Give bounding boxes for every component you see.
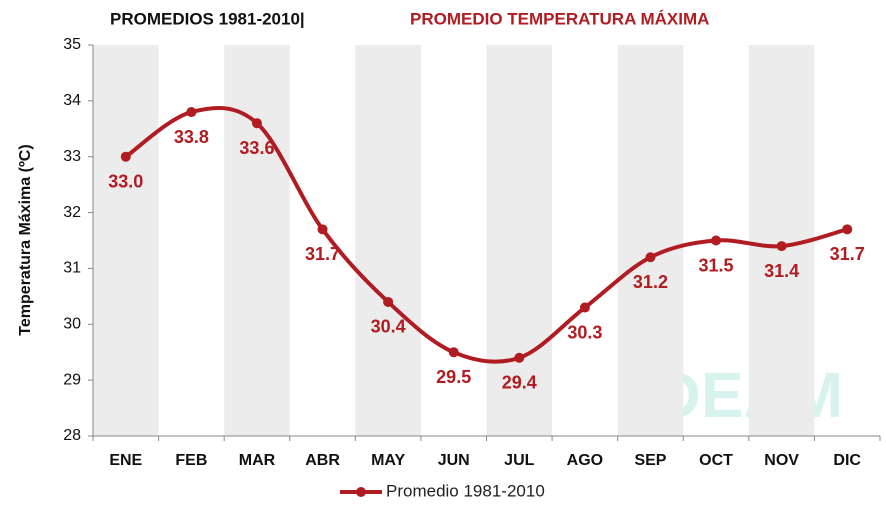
legend-label: Promedio 1981-2010 [386, 481, 545, 500]
column-shade [224, 45, 290, 436]
data-point [186, 107, 197, 118]
data-label: 29.5 [436, 367, 471, 387]
y-tick-label: 30 [63, 316, 81, 333]
x-tick-label: JUN [438, 452, 470, 469]
x-tick-label: MAR [239, 452, 276, 469]
chart-title: PROMEDIOS 1981-2010| [110, 9, 305, 28]
y-tick-label: 28 [63, 427, 81, 444]
data-point [383, 296, 394, 307]
data-point [514, 352, 525, 363]
x-tick-label: NOV [764, 452, 799, 469]
data-label: 30.4 [371, 317, 406, 337]
x-tick-label: SEP [634, 452, 666, 469]
x-tick-label: AGO [567, 452, 603, 469]
data-point [711, 235, 722, 246]
x-tick-label: ABR [305, 452, 340, 469]
data-point [251, 118, 262, 129]
column-shade [355, 45, 421, 436]
data-point [317, 224, 328, 235]
x-tick-label: ENE [109, 452, 142, 469]
y-tick-label: 34 [63, 92, 81, 109]
data-label: 31.7 [830, 244, 865, 264]
x-tick-label: FEB [175, 452, 207, 469]
y-tick-label: 31 [63, 260, 81, 277]
data-point [579, 302, 590, 313]
data-point [645, 252, 656, 263]
data-label: 31.5 [699, 255, 734, 275]
y-tick-label: 29 [63, 371, 81, 388]
data-label: 33.8 [174, 127, 209, 147]
y-axis-label: Temperatura Máxima (ºC) [17, 144, 34, 335]
x-tick-label: OCT [699, 452, 733, 469]
y-tick-label: 32 [63, 204, 81, 221]
data-label: 31.4 [764, 261, 799, 281]
data-label: 31.2 [633, 272, 668, 292]
data-label: 30.3 [567, 322, 602, 342]
x-tick-label: MAY [371, 452, 405, 469]
data-point [448, 347, 459, 358]
column-shade [486, 45, 553, 436]
data-label: 31.7 [305, 244, 340, 264]
column-shade [93, 45, 159, 436]
data-label: 33.6 [239, 138, 274, 158]
chart-subtitle: PROMEDIO TEMPERATURA MÁXIMA [410, 9, 709, 28]
legend-marker [356, 487, 366, 497]
data-label: 29.4 [502, 373, 537, 393]
data-point [776, 241, 787, 252]
y-tick-label: 35 [63, 36, 81, 53]
x-tick-label: DIC [833, 452, 861, 469]
column-shade [617, 45, 684, 436]
x-tick-label: JUL [504, 452, 534, 469]
data-point [120, 151, 131, 162]
data-point [842, 224, 853, 235]
data-label: 33.0 [108, 171, 143, 191]
y-tick-label: 33 [63, 148, 81, 165]
